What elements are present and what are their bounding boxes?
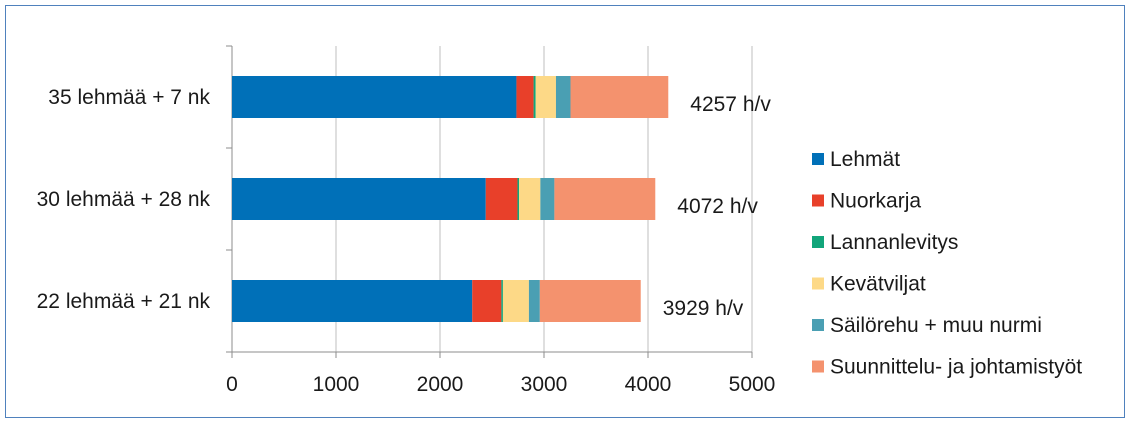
- legend-swatch: [812, 360, 824, 373]
- total-label: 4257 h/v: [690, 93, 771, 116]
- bar-segment: [539, 280, 641, 322]
- legend-label: Lannanlevitys: [830, 231, 958, 254]
- bar-segment: [517, 178, 520, 220]
- bar-segment: [232, 280, 473, 322]
- bar-segment: [232, 76, 517, 118]
- bar-segment: [540, 178, 555, 220]
- category-label: 22 lehmää + 21 nk: [37, 290, 211, 313]
- x-tick-label: 4000: [625, 373, 672, 396]
- x-tick-label: 0: [226, 373, 238, 396]
- bar-segment: [555, 76, 571, 118]
- bar-segment: [533, 76, 536, 118]
- bar-segment: [528, 280, 540, 322]
- bar-segment: [232, 178, 486, 220]
- bar-segment: [554, 178, 656, 220]
- bar-segment: [519, 178, 541, 220]
- legend-swatch: [812, 194, 824, 207]
- x-tick-label: 5000: [729, 373, 776, 396]
- legend-swatch: [812, 153, 824, 165]
- legend-swatch: [812, 277, 824, 290]
- legend-label: Kevätviljat: [830, 273, 926, 296]
- bar-segment: [485, 178, 518, 220]
- x-tick-label: 1000: [313, 373, 360, 396]
- total-label: 3929 h/v: [663, 297, 744, 320]
- legend-label: Lehmät: [830, 148, 900, 171]
- chart-frame: [5, 5, 1125, 418]
- x-tick-label: 3000: [521, 373, 568, 396]
- bar-segment: [501, 280, 503, 322]
- legend-label: Nuorkarja: [830, 190, 921, 213]
- legend-swatch: [812, 319, 824, 331]
- legend-swatch: [812, 236, 824, 248]
- category-label: 35 lehmää + 7 nk: [48, 86, 210, 109]
- bar-segment: [516, 76, 534, 118]
- total-label: 4072 h/v: [677, 195, 758, 218]
- bar-segment: [570, 76, 669, 118]
- x-tick-label: 2000: [417, 373, 464, 396]
- bar-segment: [502, 280, 529, 322]
- category-label: 30 lehmää + 28 nk: [37, 188, 211, 211]
- bar-segment: [535, 76, 556, 118]
- legend-label: Suunnittelu- ja johtamistyöt: [830, 356, 1082, 379]
- legend-label: Säilörehu + muu nurmi: [830, 314, 1042, 337]
- bar-segment: [472, 280, 502, 322]
